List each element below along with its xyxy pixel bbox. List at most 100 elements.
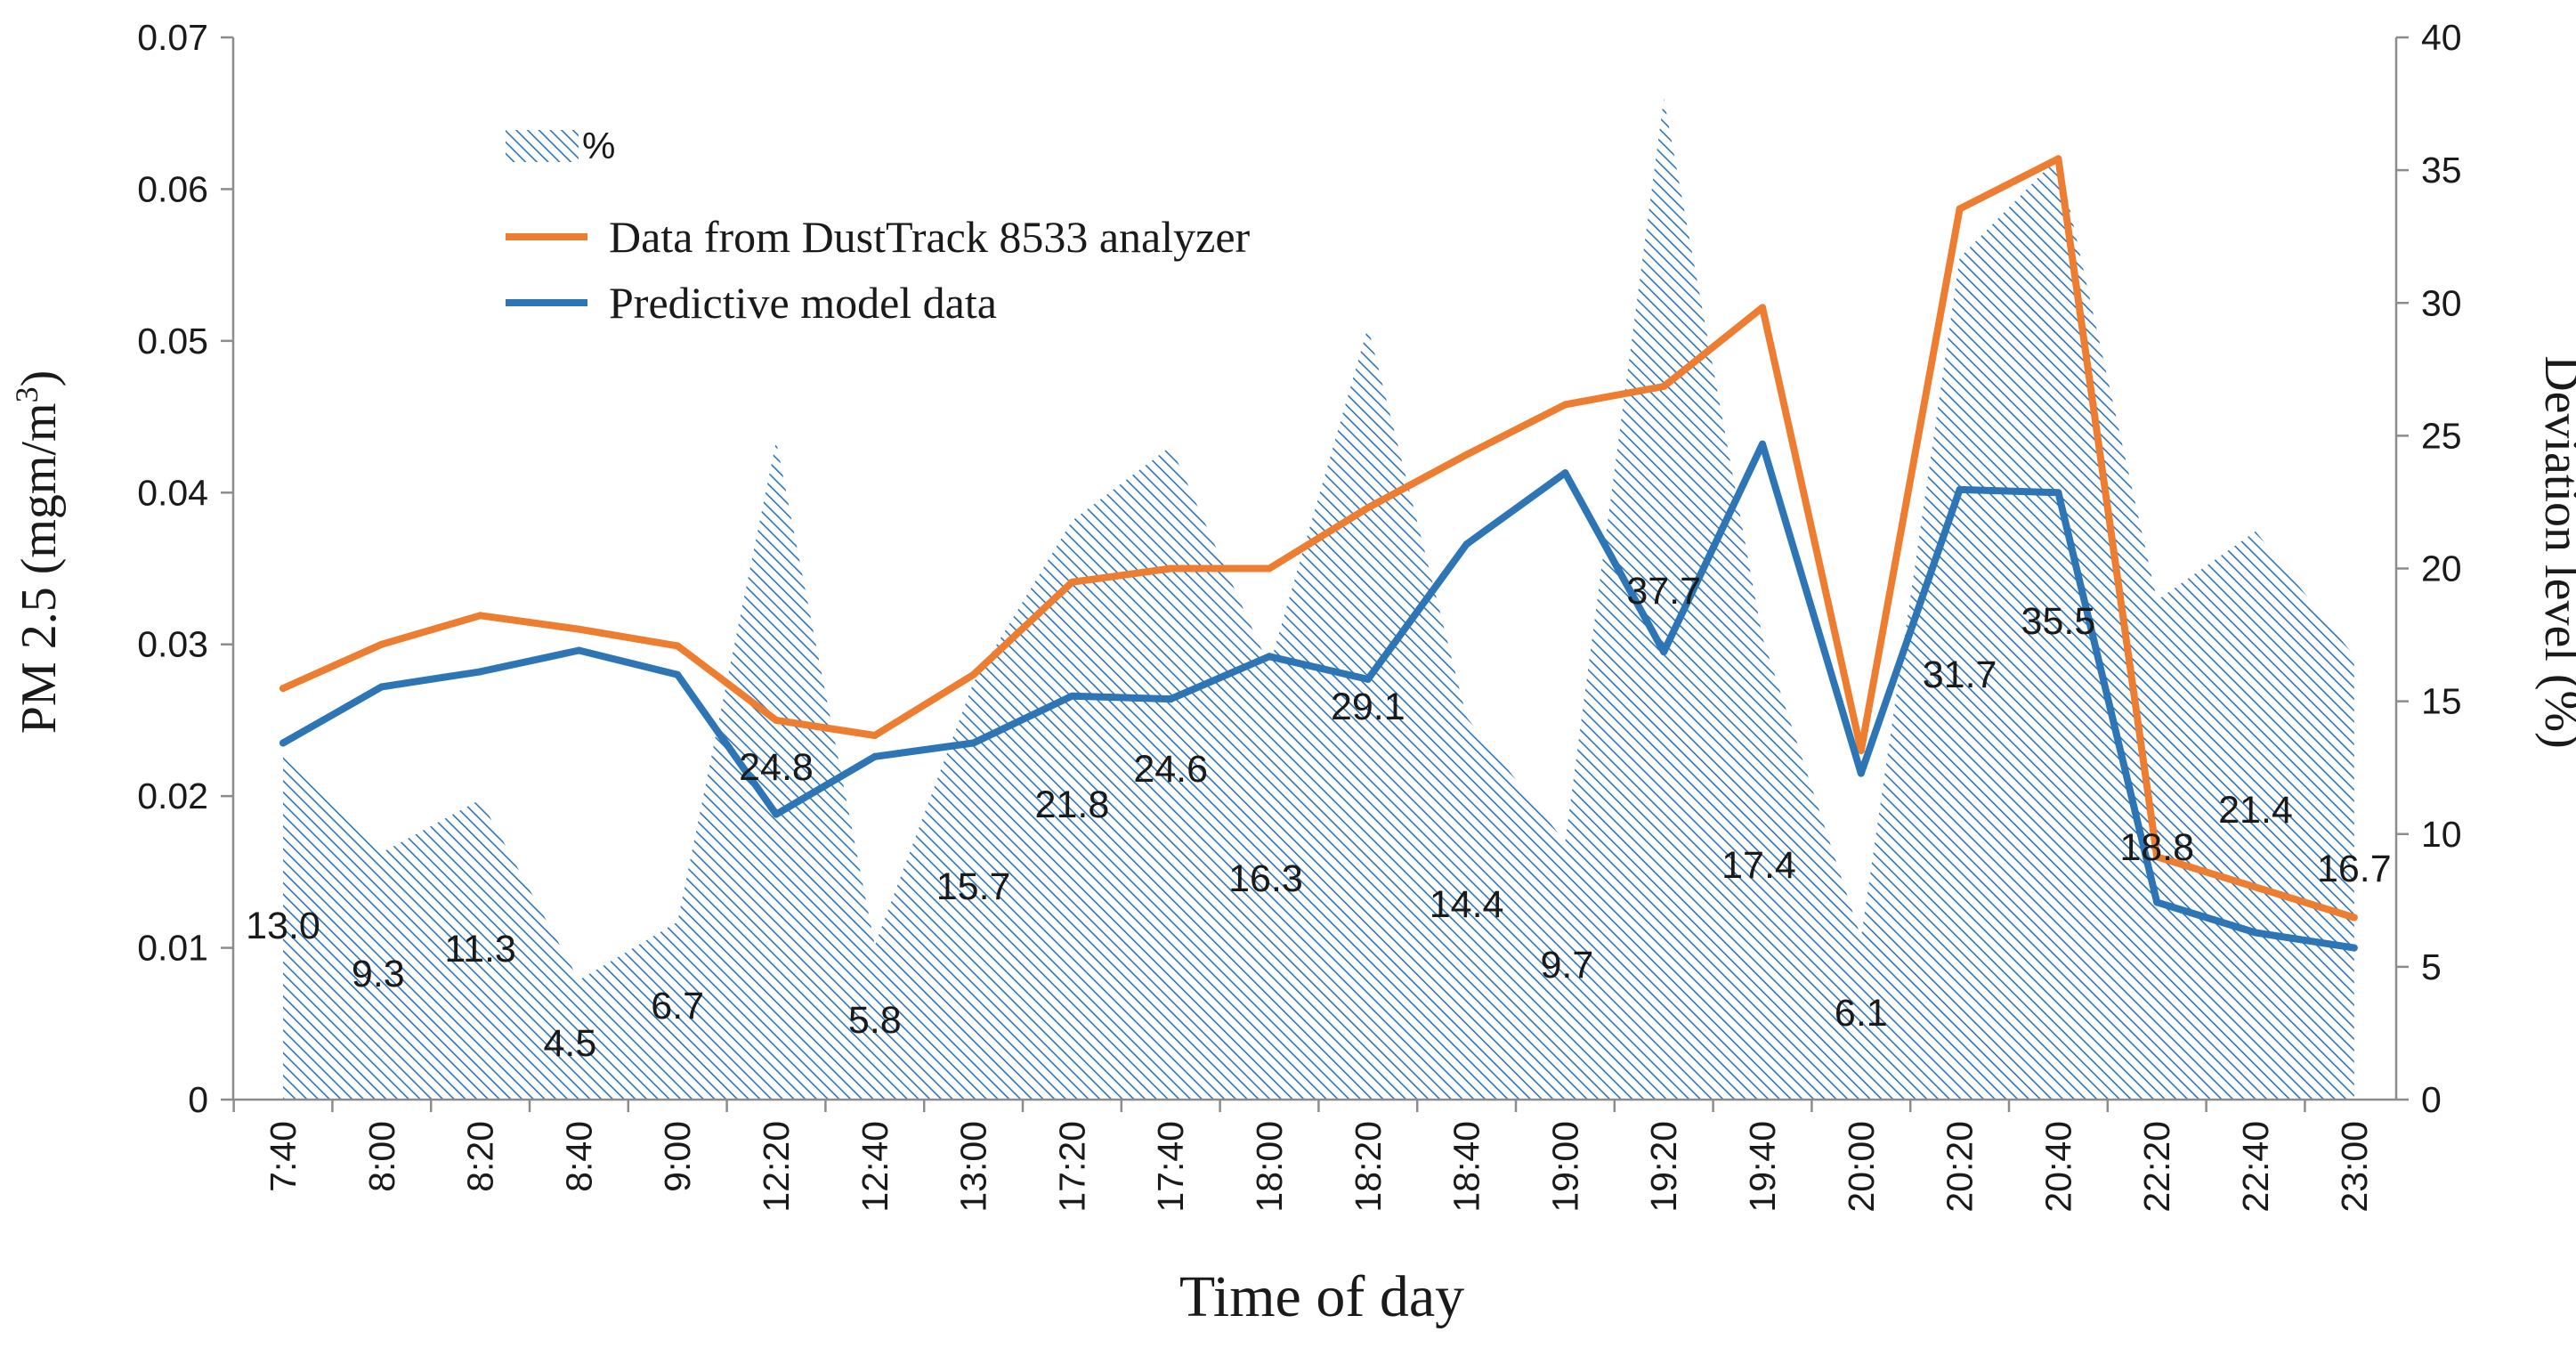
predictive-line-point [575,646,583,654]
y-left-tick-label: 0.05 [137,321,208,361]
x-tick-label: 8:00 [361,1121,402,1192]
predictive-line-point [2153,898,2161,906]
y-axis-right-title: Deviation level (%) [2534,355,2576,749]
x-tick-label: 20:40 [2037,1121,2078,1213]
deviation-data-label: 14.4 [1430,883,1504,926]
dusttrack-line-point [674,642,682,650]
deviation-data-label: 21.4 [2218,789,2293,832]
deviation-data-label: 15.7 [936,865,1011,908]
y-right-tick-label: 15 [2421,681,2462,722]
legend-label-dusttrack: Data from DustTrack 8533 analyzer [609,212,1251,262]
deviation-data-label: 37.7 [1626,570,1701,613]
deviation-data-label: 24.8 [739,746,814,789]
y-right-tick-label: 40 [2421,17,2462,58]
dusttrack-line-point [1759,304,1766,312]
x-tick-label: 18:20 [1348,1121,1389,1213]
deviation-data-label: 4.5 [544,1022,597,1065]
y-left-tick-label: 0 [188,1079,208,1120]
predictive-line-point [969,739,977,747]
deviation-data-label: 11.3 [444,928,516,970]
predictive-line-point [1462,540,1470,548]
dusttrack-line-point [1561,401,1569,409]
x-tick-label: 13:00 [953,1121,994,1213]
dusttrack-line-point [871,732,879,739]
y-right-tick-label: 10 [2421,814,2462,855]
x-tick-label: 19:20 [1643,1121,1684,1213]
y-right-tick-label: 0 [2421,1079,2442,1120]
y-left-tick-label: 0.06 [137,168,208,209]
deviation-area-layer [283,98,2354,1100]
y-axis-left-title-main: PM 2.5 (mgm/m [12,402,67,734]
y-right-tick-label: 25 [2421,415,2462,456]
lines-layer [279,155,2358,952]
predictive-line-point [1759,440,1766,448]
x-tick-label: 17:40 [1150,1121,1191,1213]
predictive-line-point [2054,489,2062,497]
y-left-tick-label: 0.03 [137,624,208,665]
predictive-line-point [1956,485,1964,493]
predictive-line [279,440,2358,952]
x-tick-label: 17:20 [1051,1121,1092,1213]
deviation-data-label: 16.7 [2317,848,2392,890]
dusttrack-line-point [377,640,385,648]
y-left-tick-label: 0.04 [137,472,208,513]
dusttrack-line-point [1068,578,1076,586]
y-axis-left-title-sup: 3 [9,386,45,402]
dusttrack-line-point [1857,747,1865,754]
y-right-tick-label: 5 [2421,946,2442,987]
deviation-data-label: 13.0 [246,905,320,947]
deviation-data-label: 9.3 [352,953,405,995]
x-tick-label: 8:20 [460,1121,501,1192]
x-tick-label: 9:00 [657,1121,698,1192]
predictive-line-point [1068,692,1076,700]
predictive-line-point [2350,944,2358,952]
predictive-line-point [1660,648,1668,656]
dusttrack-line-point [2054,155,2062,163]
x-tick-label: 8:40 [558,1121,599,1192]
y-right-tick-label: 35 [2421,150,2462,191]
dusttrack-line-point [969,670,977,678]
x-tick-label: 12:40 [855,1121,895,1213]
dusttrack-line-point [575,625,583,633]
dusttrack-line-point [279,685,287,693]
y-left-tick-label: 0.01 [137,928,208,969]
legend-label-predictive: Predictive model data [609,278,997,328]
deviation-data-label: 9.7 [1541,944,1594,987]
predictive-line-point [1364,675,1372,683]
y-left-tick-label: 0.07 [137,17,208,58]
y-axis-left-title-close: ) [12,370,67,387]
x-tick-label: 12:20 [756,1121,797,1213]
legend-label-percent: % [582,125,615,166]
dusttrack-line-point [773,716,780,724]
x-axis-title: Time of day [1179,1264,1464,1329]
dusttrack-line-point [1660,383,1668,390]
deviation-data-label: 35.5 [2021,600,2096,643]
dusttrack-line-point [2153,853,2161,861]
predictive-line-point [871,752,879,760]
x-tick-label: 20:00 [1841,1121,1882,1213]
predictive-line-point [476,668,484,676]
predictive-line-point [773,810,780,818]
dusttrack-line-point [476,612,484,620]
x-tick-label: 22:40 [2235,1121,2276,1213]
dusttrack-line-point [1462,451,1470,459]
predictive-line-point [1561,469,1569,477]
dusttrack-line-point [1364,504,1372,512]
y-axis-left-title: PM 2.5 (mgm/m3) [9,370,67,734]
x-tick-label: 20:20 [1940,1121,1981,1213]
y-left-tick-label: 0.02 [137,776,208,816]
deviation-data-label: 17.4 [1721,844,1796,887]
y-right-tick-label: 30 [2421,282,2462,323]
predictive-line-point [1266,653,1273,661]
deviation-data-label: 24.6 [1133,748,1208,791]
deviation-data-label: 29.1 [1331,686,1405,728]
predictive-line-point [279,739,287,747]
deviation-data-label: 31.7 [1923,654,1997,696]
predictive-line-point [674,670,682,678]
predictive-line-point [2252,929,2259,937]
legend: % Data from DustTrack 8533 analyzer Pred… [506,125,1251,328]
deviation-data-label: 18.8 [2119,826,2194,869]
x-tick-label: 19:40 [1742,1121,1783,1213]
x-tick-label: 7:40 [263,1121,304,1192]
x-tick-label: 22:20 [2136,1121,2177,1213]
